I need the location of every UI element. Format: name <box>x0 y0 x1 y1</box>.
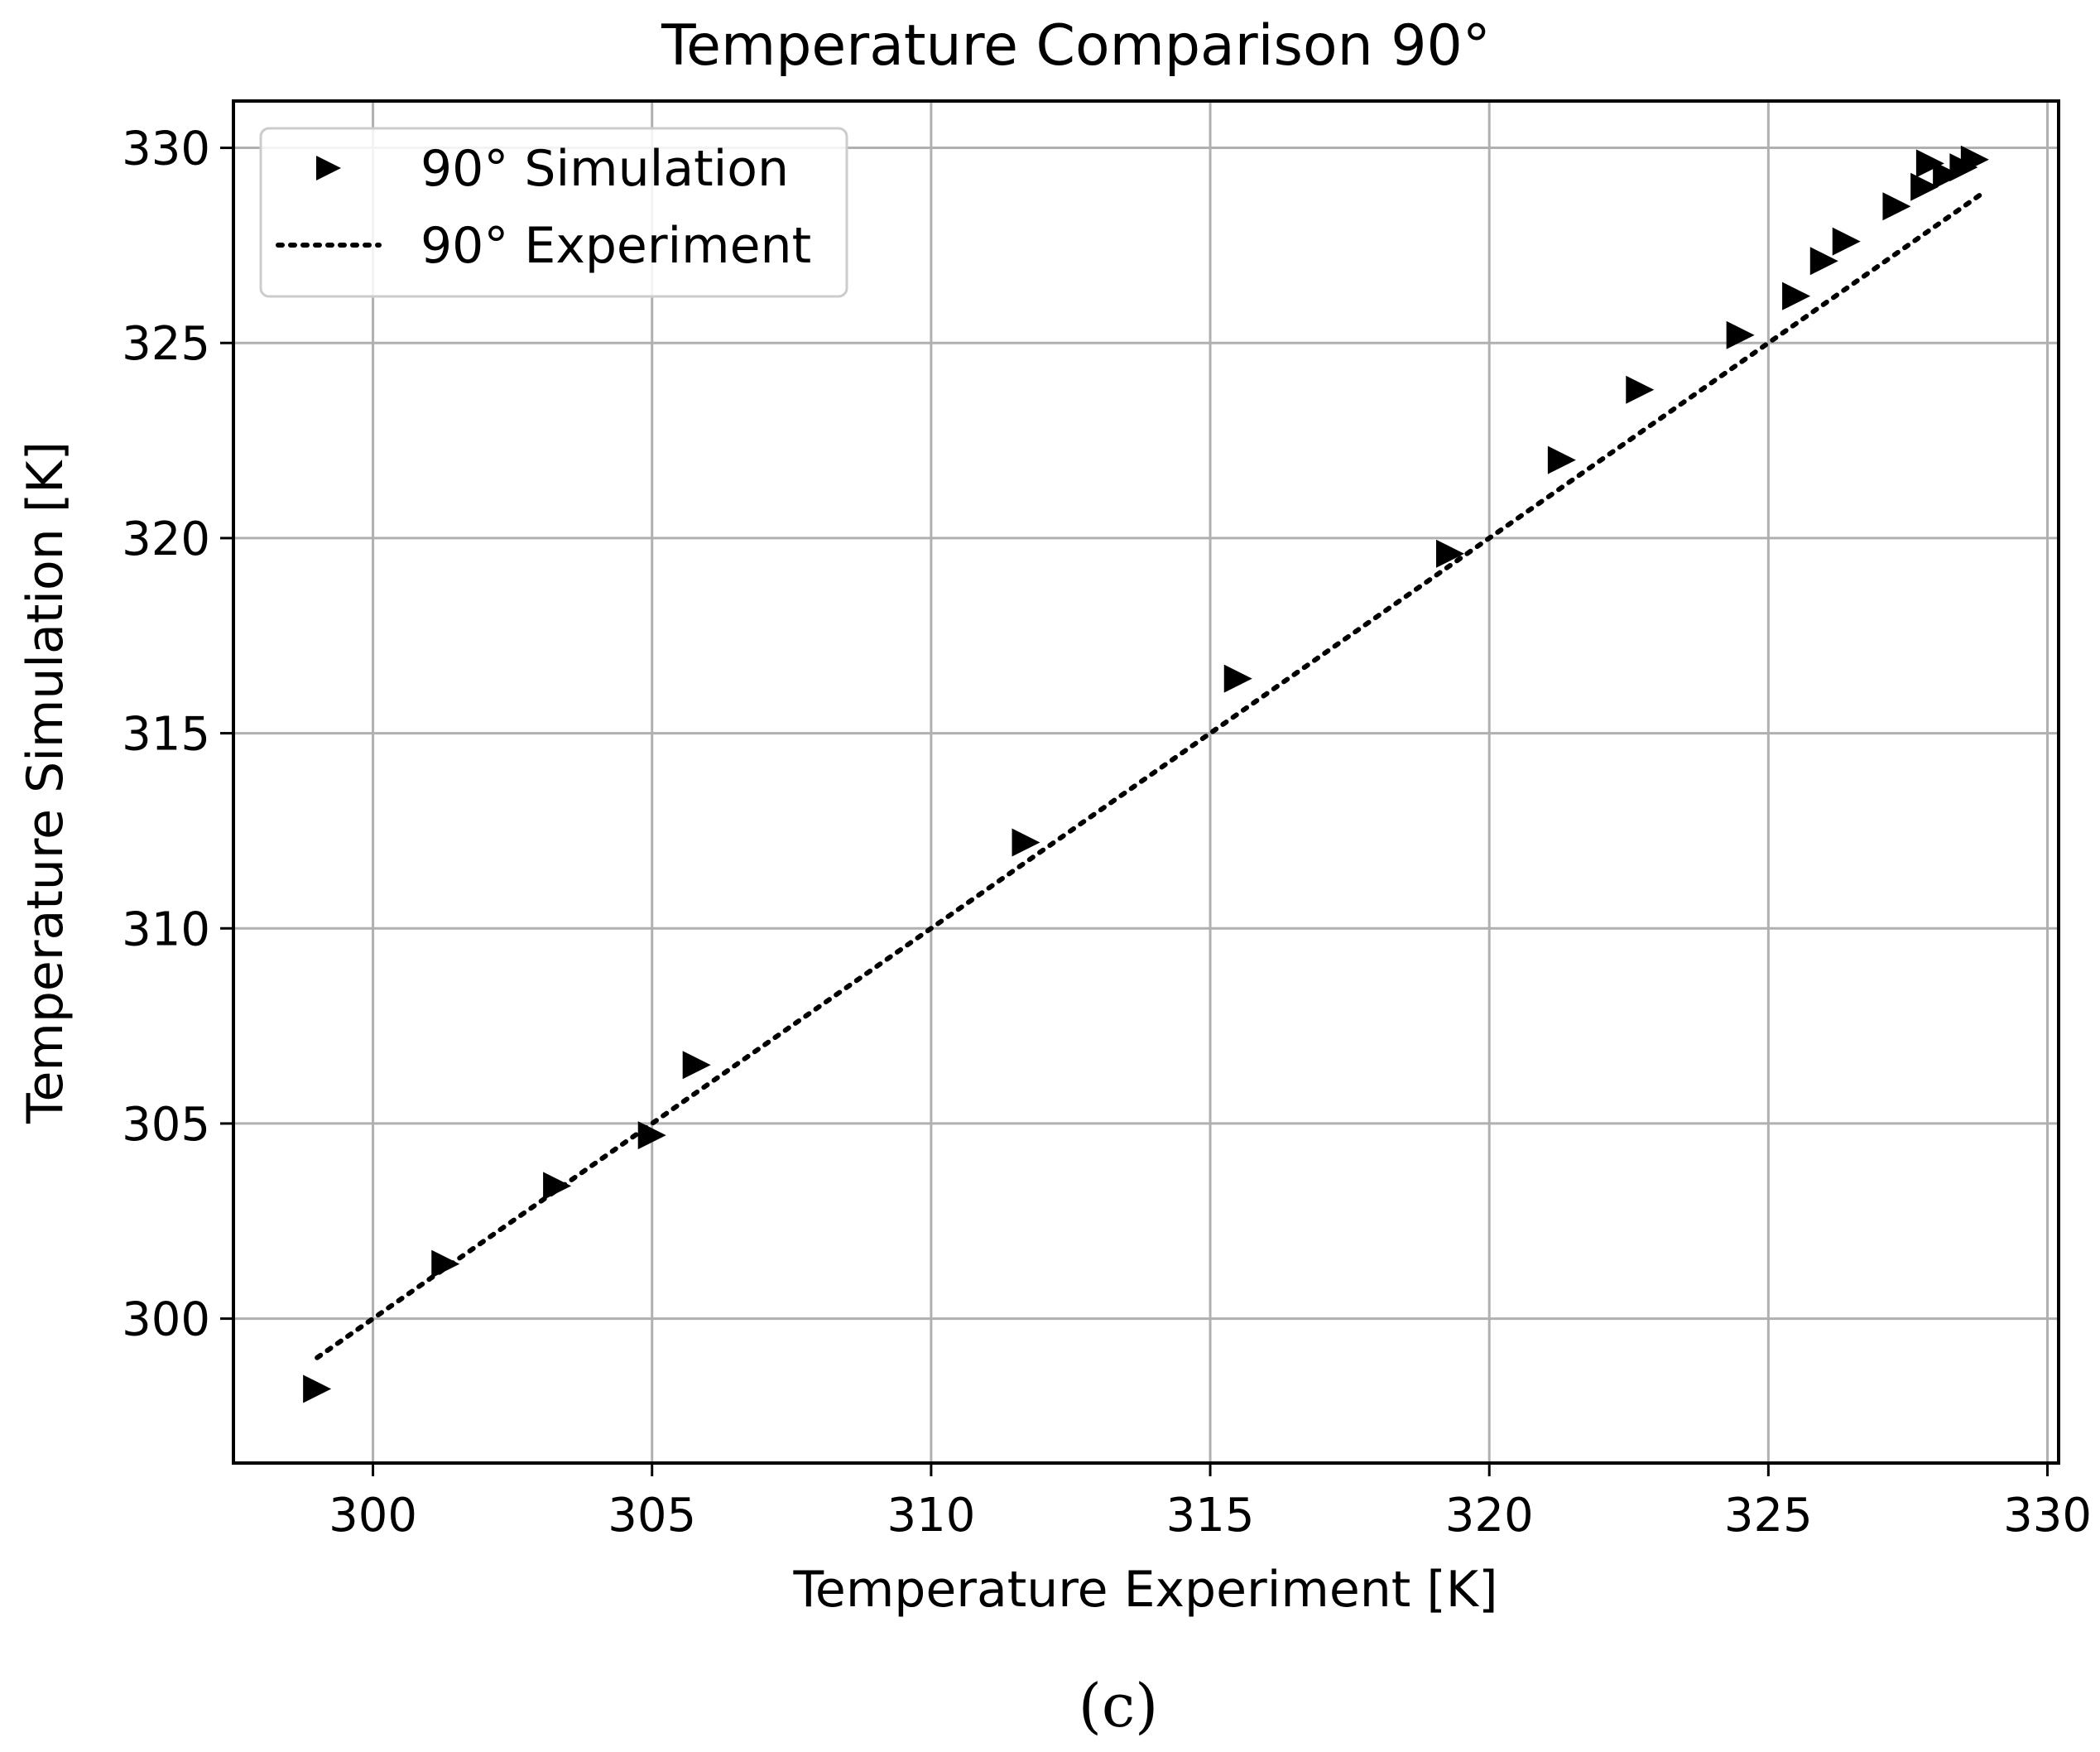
chart-title: Temperature Comparison 90° <box>661 13 1491 79</box>
axis-ticks: 300 305 310 315 320 325 330 300 305 310 315 320 325 3… <box>122 123 2092 1543</box>
data-point <box>1012 828 1040 857</box>
series-experiment-line <box>315 192 1983 1360</box>
y-tick-label: 315 <box>122 708 210 762</box>
grid <box>233 101 2059 1463</box>
data-point <box>1809 247 1838 276</box>
legend-marker-simulation <box>316 156 341 180</box>
data-point <box>431 1249 460 1278</box>
y-tick-label: 325 <box>122 317 210 371</box>
y-tick-label: 320 <box>122 513 210 566</box>
data-point <box>1960 145 1989 174</box>
x-tick-label: 305 <box>608 1489 696 1543</box>
data-point <box>1910 172 1939 201</box>
x-tick-label: 330 <box>2003 1489 2092 1543</box>
data-point <box>1436 539 1464 568</box>
legend-label-experiment: 90° Experiment <box>420 217 811 275</box>
data-point <box>1782 282 1811 310</box>
y-tick-label: 330 <box>122 123 210 176</box>
data-point <box>1547 445 1576 474</box>
x-tick-label: 320 <box>1445 1489 1534 1543</box>
x-tick-label: 315 <box>1166 1489 1255 1543</box>
data-point <box>1223 664 1252 693</box>
series-simulation-points <box>303 145 1989 1403</box>
figure-caption: (c) <box>1079 1671 1159 1740</box>
x-tick-label: 325 <box>1724 1489 1813 1543</box>
y-tick-label: 310 <box>122 902 210 956</box>
data-point <box>637 1121 666 1150</box>
y-axis-label: Temperature Simulation [K] <box>17 441 74 1124</box>
data-point <box>1933 161 1962 190</box>
data-point <box>303 1374 332 1403</box>
x-tick-label: 300 <box>329 1489 417 1543</box>
plot-area-frame <box>232 99 2060 1465</box>
y-tick-label: 305 <box>122 1098 210 1152</box>
y-tick-label: 300 <box>122 1293 210 1347</box>
legend-box <box>259 127 848 298</box>
legend-label-simulation: 90° Simulation <box>420 140 789 198</box>
data-point <box>1915 149 1944 178</box>
legend: 90° Simulation 90° Experiment <box>259 127 848 298</box>
x-axis-label: Temperature Experiment [K] <box>792 1561 1497 1619</box>
data-point <box>543 1172 572 1201</box>
data-point <box>1832 227 1861 256</box>
data-point <box>1726 320 1755 349</box>
x-tick-label: 310 <box>887 1489 975 1543</box>
experiment-line <box>315 192 1983 1360</box>
data-point <box>1626 375 1655 404</box>
data-point <box>682 1051 711 1080</box>
data-point <box>1882 192 1911 221</box>
